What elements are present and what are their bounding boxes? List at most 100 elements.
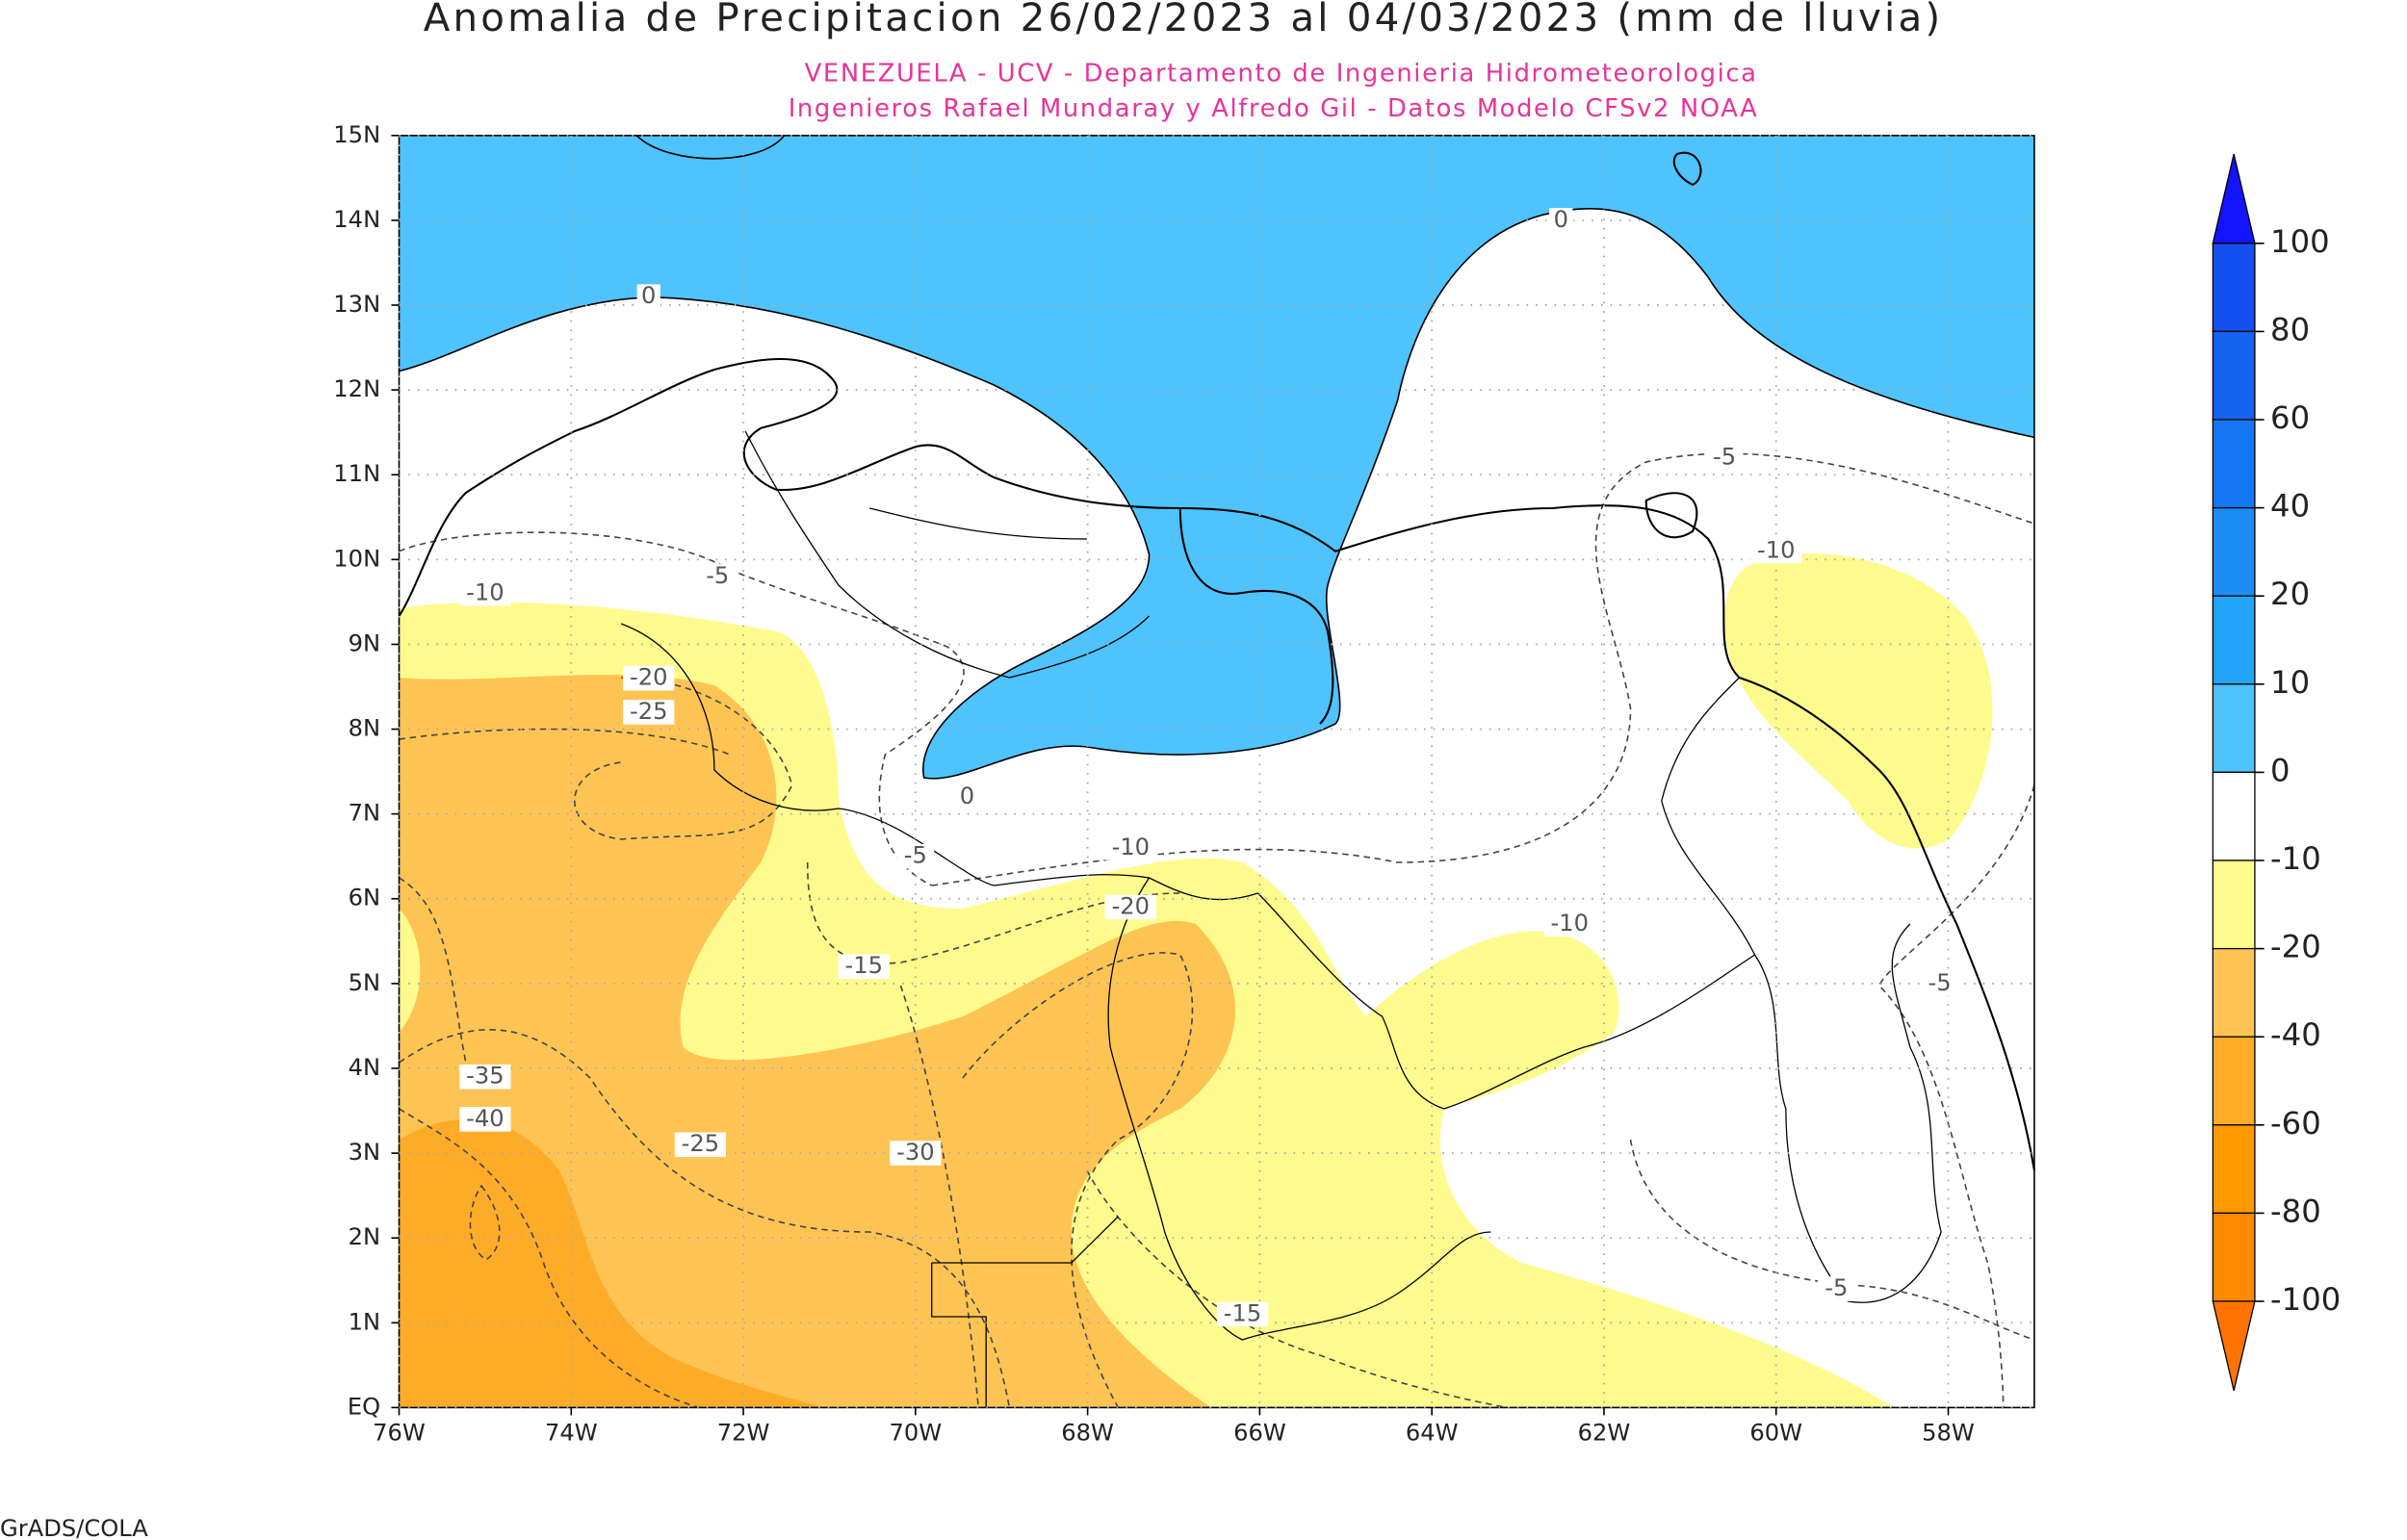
contour-label: -5 — [1713, 444, 1736, 471]
y-tick-label: 8N — [349, 715, 380, 742]
contour-zero — [635, 135, 786, 160]
contour-label: -10 — [1757, 537, 1795, 564]
contour-label-bg — [459, 580, 511, 606]
colorbar-tip — [2212, 153, 2256, 244]
colorbar-label: -40 — [2270, 1016, 2321, 1053]
contour-label: -35 — [466, 1063, 504, 1090]
y-tick-label: 3N — [349, 1139, 380, 1166]
colorbar-box — [2212, 506, 2256, 597]
contour-label-bg — [1104, 835, 1156, 860]
colorbar-label: 60 — [2270, 399, 2310, 436]
contour-line — [399, 1108, 700, 1408]
coastlines — [398, 151, 2035, 1408]
colorbar-box — [2212, 771, 2256, 861]
x-tick-label: 70W — [890, 1420, 943, 1447]
y-tick-label: 15N — [333, 121, 380, 148]
contour-label: 0 — [1554, 206, 1568, 233]
contour-label: -5 — [1825, 1274, 1848, 1301]
contour-label-bg — [838, 954, 890, 980]
contour-line — [1877, 784, 2034, 1408]
border — [1754, 923, 1942, 1303]
contour-label: -40 — [466, 1105, 504, 1132]
contour-line — [399, 877, 467, 1064]
colorbar-label: 20 — [2270, 576, 2310, 612]
contour-line — [399, 728, 731, 756]
colorbar-box — [2212, 947, 2256, 1038]
y-tick-label: 11N — [333, 460, 380, 487]
contour-line — [899, 985, 979, 1408]
colorbar-box — [2212, 1212, 2256, 1302]
contour-label: -10 — [1550, 910, 1588, 937]
contour-label: -15 — [844, 952, 882, 979]
colorbar-label: 40 — [2270, 488, 2310, 525]
colorbar-box — [2212, 860, 2256, 950]
y-tick-label: 1N — [349, 1308, 380, 1335]
y-tick-label: EQ — [348, 1393, 380, 1420]
colorbar-box — [2212, 683, 2256, 774]
border — [1107, 877, 1491, 1341]
x-tick-label: 60W — [1749, 1420, 1802, 1447]
fill-orange — [399, 675, 1236, 1408]
contour-label-bg — [1104, 894, 1156, 920]
x-tick-label: 72W — [717, 1420, 770, 1447]
contour-label-bg — [674, 1132, 726, 1158]
contour-label: 0 — [641, 282, 656, 309]
colorbar-box — [2212, 595, 2256, 685]
colorbar-label: 100 — [2270, 223, 2330, 260]
y-tick-label: 7N — [349, 800, 380, 827]
x-tick-label: 74W — [545, 1420, 598, 1447]
x-tick-label: 62W — [1578, 1420, 1631, 1447]
contour-label-bg — [1921, 971, 1958, 996]
contour-line — [1086, 1169, 1507, 1408]
contour-label-bg — [636, 284, 660, 310]
contour-label: -5 — [904, 842, 927, 869]
contour-label-bg — [1705, 445, 1744, 471]
contour-label: -20 — [1112, 893, 1150, 920]
y-tick-label: 14N — [333, 206, 380, 233]
contour-label-bg — [1549, 208, 1573, 233]
contour-label: -20 — [630, 664, 667, 691]
coastline — [398, 357, 2035, 1171]
contour-label: -15 — [1224, 1300, 1261, 1327]
contour-line — [931, 452, 2034, 886]
contour-label: -10 — [466, 579, 504, 606]
contour-label: -10 — [1112, 834, 1150, 860]
y-tick-label: 10N — [333, 545, 380, 572]
subtitle: Ingenieros Rafael Mundaray y Alfredo Gil… — [789, 94, 1759, 123]
x-tick-label: 58W — [1922, 1420, 1975, 1447]
contour-label-bg — [890, 1141, 942, 1166]
contour-label-bg — [698, 564, 737, 589]
colorbar-label: 10 — [2270, 664, 2310, 701]
contour-label: -5 — [706, 562, 729, 589]
y-tick-label: 5N — [349, 969, 380, 996]
contour-line — [573, 677, 793, 840]
fill-blue — [399, 135, 2034, 779]
colorbar-box — [2212, 330, 2256, 421]
y-tick-label: 2N — [349, 1223, 380, 1250]
contour-label-bg — [459, 1107, 511, 1132]
contour-label-bg — [623, 665, 675, 691]
colorbar-box — [2212, 243, 2256, 333]
contour-label-bg — [459, 1064, 511, 1090]
contour-label-bg — [1543, 911, 1595, 937]
colorbar-label: -20 — [2270, 929, 2321, 965]
colorbar-label: -100 — [2270, 1281, 2341, 1318]
contour-label: -30 — [896, 1139, 934, 1166]
contour-label: -5 — [1928, 969, 1952, 996]
contour-label-bg — [623, 700, 675, 725]
y-tick-label: 4N — [349, 1054, 380, 1081]
contour-label-bg — [1750, 538, 1802, 564]
contour-line — [962, 952, 1194, 1408]
map-fills — [399, 135, 2034, 1408]
colorbar-tip — [2212, 1300, 2256, 1391]
y-tick-label: 9N — [349, 630, 380, 657]
colorbar-label: -10 — [2270, 840, 2321, 877]
colorbar-label: 0 — [2270, 752, 2291, 788]
x-tick-label: 66W — [1233, 1420, 1286, 1447]
contour-label-bg — [955, 784, 979, 809]
contour-line — [806, 861, 1180, 964]
fill-yellow — [399, 909, 421, 1032]
contour-label: 0 — [960, 783, 974, 809]
y-tick-label: 12N — [333, 375, 380, 402]
